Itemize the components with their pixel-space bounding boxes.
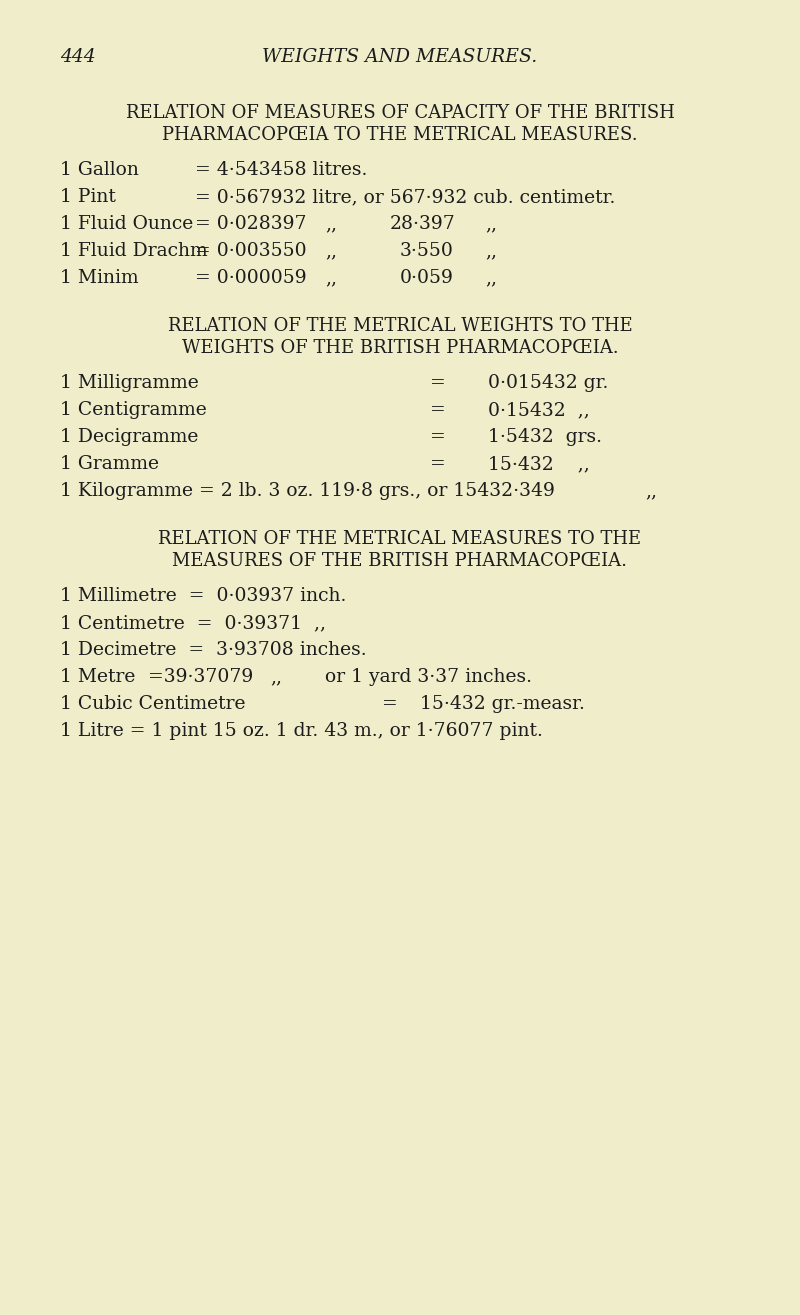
- Text: 15·432 gr.-measr.: 15·432 gr.-measr.: [420, 696, 585, 713]
- Text: RELATION OF THE METRICAL WEIGHTS TO THE: RELATION OF THE METRICAL WEIGHTS TO THE: [168, 317, 632, 335]
- Text: = 0·567932 litre, or 567·932 cub. centimetr.: = 0·567932 litre, or 567·932 cub. centim…: [195, 188, 615, 206]
- Text: 1·5432  grs.: 1·5432 grs.: [488, 427, 602, 446]
- Text: 0·015432 gr.: 0·015432 gr.: [488, 373, 608, 392]
- Text: 1 Pint: 1 Pint: [60, 188, 116, 206]
- Text: ,,: ,,: [645, 483, 657, 500]
- Text: 1 Kilogramme = 2 lb. 3 oz. 119·8 grs., or 15432·349: 1 Kilogramme = 2 lb. 3 oz. 119·8 grs., o…: [60, 483, 555, 500]
- Text: 1 Centigramme: 1 Centigramme: [60, 401, 206, 419]
- Text: =: =: [382, 696, 398, 713]
- Text: =39·37079: =39·37079: [148, 668, 254, 686]
- Text: WEIGHTS OF THE BRITISH PHARMACOPŒIA.: WEIGHTS OF THE BRITISH PHARMACOPŒIA.: [182, 339, 618, 356]
- Text: ,,: ,,: [485, 270, 497, 287]
- Text: 0·059: 0·059: [400, 270, 454, 287]
- Text: or 1 yard 3·37 inches.: or 1 yard 3·37 inches.: [325, 668, 532, 686]
- Text: = 0·028397: = 0·028397: [195, 214, 306, 233]
- Text: WEIGHTS AND MEASURES.: WEIGHTS AND MEASURES.: [262, 49, 538, 66]
- Text: =: =: [430, 427, 446, 446]
- Text: 3·550: 3·550: [400, 242, 454, 260]
- Text: ,,: ,,: [270, 668, 282, 686]
- Text: MEASURES OF THE BRITISH PHARMACOPŒIA.: MEASURES OF THE BRITISH PHARMACOPŒIA.: [173, 552, 627, 569]
- Text: 444: 444: [60, 49, 96, 66]
- Text: RELATION OF MEASURES OF CAPACITY OF THE BRITISH: RELATION OF MEASURES OF CAPACITY OF THE …: [126, 104, 674, 122]
- Text: 1 Fluid Drachm: 1 Fluid Drachm: [60, 242, 208, 260]
- Text: ,,: ,,: [325, 242, 337, 260]
- Text: 1 Milligramme: 1 Milligramme: [60, 373, 198, 392]
- Text: = 0·003550: = 0·003550: [195, 242, 306, 260]
- Text: =: =: [430, 455, 446, 473]
- Text: 1 Millimetre  =  0·03937 inch.: 1 Millimetre = 0·03937 inch.: [60, 586, 346, 605]
- Text: 1 Litre = 1 pint 15 oz. 1 dr. 43 m., or 1·76077 pint.: 1 Litre = 1 pint 15 oz. 1 dr. 43 m., or …: [60, 722, 543, 740]
- Text: 28·397: 28·397: [390, 214, 456, 233]
- Text: 1 Gallon: 1 Gallon: [60, 160, 139, 179]
- Text: 1 Decigramme: 1 Decigramme: [60, 427, 198, 446]
- Text: ,,: ,,: [485, 242, 497, 260]
- Text: 1 Cubic Centimetre: 1 Cubic Centimetre: [60, 696, 246, 713]
- Text: 1 Decimetre  =  3·93708 inches.: 1 Decimetre = 3·93708 inches.: [60, 640, 366, 659]
- Text: 1 Centimetre  =  0·39371  ,,: 1 Centimetre = 0·39371 ,,: [60, 614, 326, 633]
- Text: 15·432    ,,: 15·432 ,,: [488, 455, 590, 473]
- Text: =: =: [430, 401, 446, 419]
- Text: = 0·000059: = 0·000059: [195, 270, 306, 287]
- Text: PHARMACOPŒIA TO THE METRICAL MEASURES.: PHARMACOPŒIA TO THE METRICAL MEASURES.: [162, 126, 638, 145]
- Text: 1 Gramme: 1 Gramme: [60, 455, 159, 473]
- Text: ,,: ,,: [325, 214, 337, 233]
- Text: 1 Metre: 1 Metre: [60, 668, 135, 686]
- Text: = 4·543458 litres.: = 4·543458 litres.: [195, 160, 367, 179]
- Text: 1 Fluid Ounce: 1 Fluid Ounce: [60, 214, 194, 233]
- Text: RELATION OF THE METRICAL MEASURES TO THE: RELATION OF THE METRICAL MEASURES TO THE: [158, 530, 642, 548]
- Text: 1 Minim: 1 Minim: [60, 270, 138, 287]
- Text: ,,: ,,: [325, 270, 337, 287]
- Text: 0·15432  ,,: 0·15432 ,,: [488, 401, 590, 419]
- Text: =: =: [430, 373, 446, 392]
- Text: ,,: ,,: [485, 214, 497, 233]
